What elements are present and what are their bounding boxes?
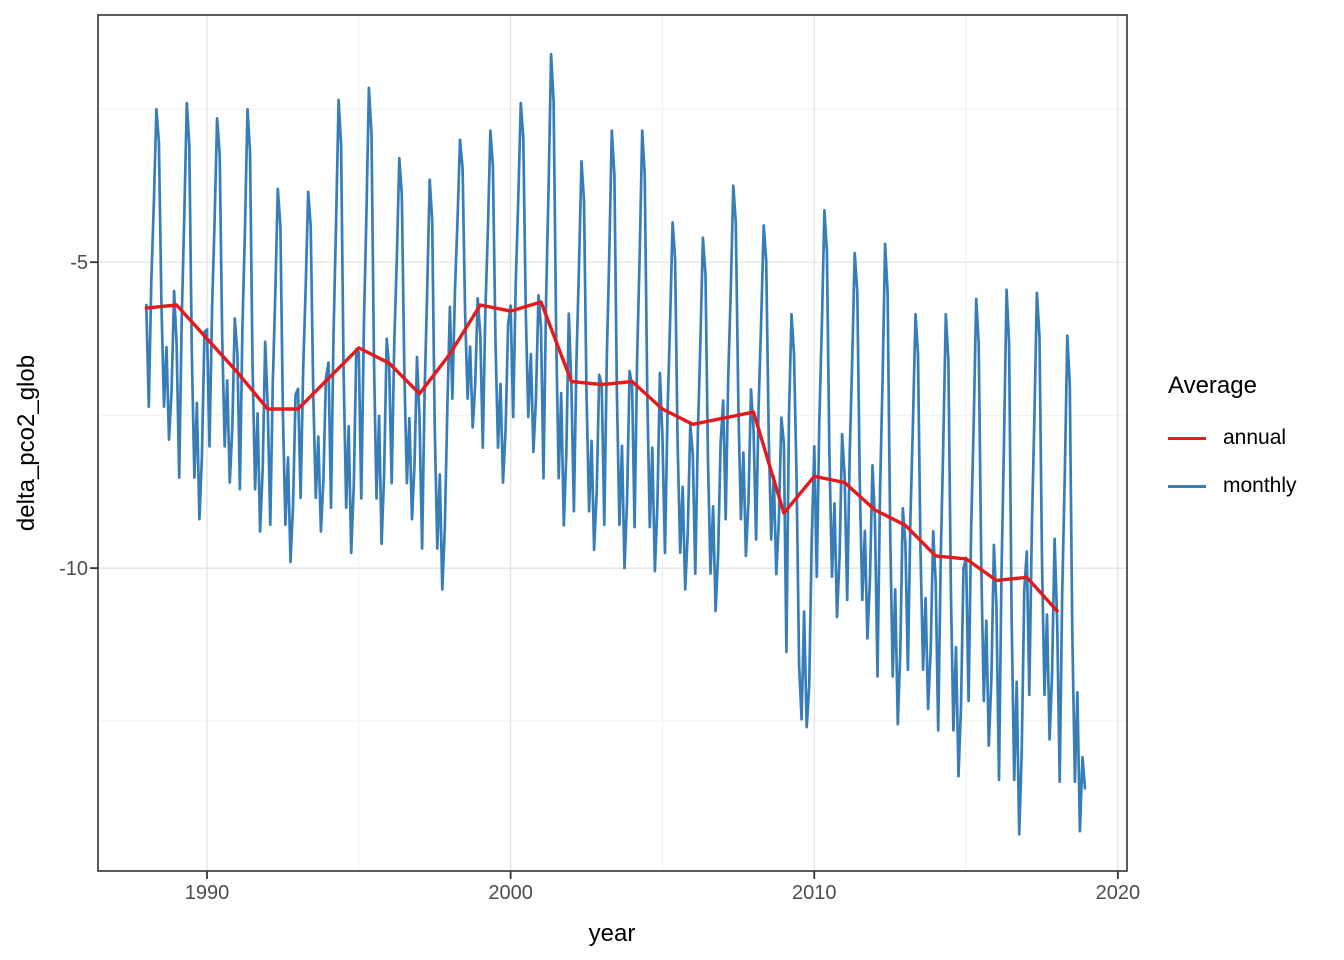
series-lines	[144, 52, 1087, 836]
legend-item-annual: annual	[1168, 414, 1344, 462]
x-tick-label: 1990	[185, 882, 230, 904]
legend-label-annual: annual	[1223, 426, 1287, 449]
x-axis-title: year	[589, 920, 636, 947]
x-tick-label: 2020	[1096, 882, 1141, 904]
panel-border	[97, 14, 1128, 872]
axis-tick-labels: 1990 2000 2010 2020 -5 -10	[59, 252, 1140, 904]
y-axis-title: delta_pco2_glob	[13, 355, 40, 531]
annual-line-key-icon	[1168, 436, 1206, 440]
legend: Average annual monthly	[1168, 372, 1344, 510]
annual-line	[144, 300, 1059, 613]
legend-title: Average	[1168, 372, 1257, 399]
y-tick-label: -5	[70, 252, 88, 274]
x-tick-label: 2000	[488, 882, 533, 904]
legend-item-monthly: monthly	[1168, 462, 1344, 510]
x-tick-label: 2010	[792, 882, 837, 904]
gridlines-major	[98, 15, 1127, 871]
y-tick-label: -10	[59, 558, 88, 580]
axis-ticks	[90, 261, 1119, 879]
monthly-line-key-icon	[1168, 484, 1206, 488]
monthly-line	[144, 52, 1087, 836]
legend-label-monthly: monthly	[1223, 474, 1297, 497]
gridlines-minor	[98, 15, 1127, 871]
